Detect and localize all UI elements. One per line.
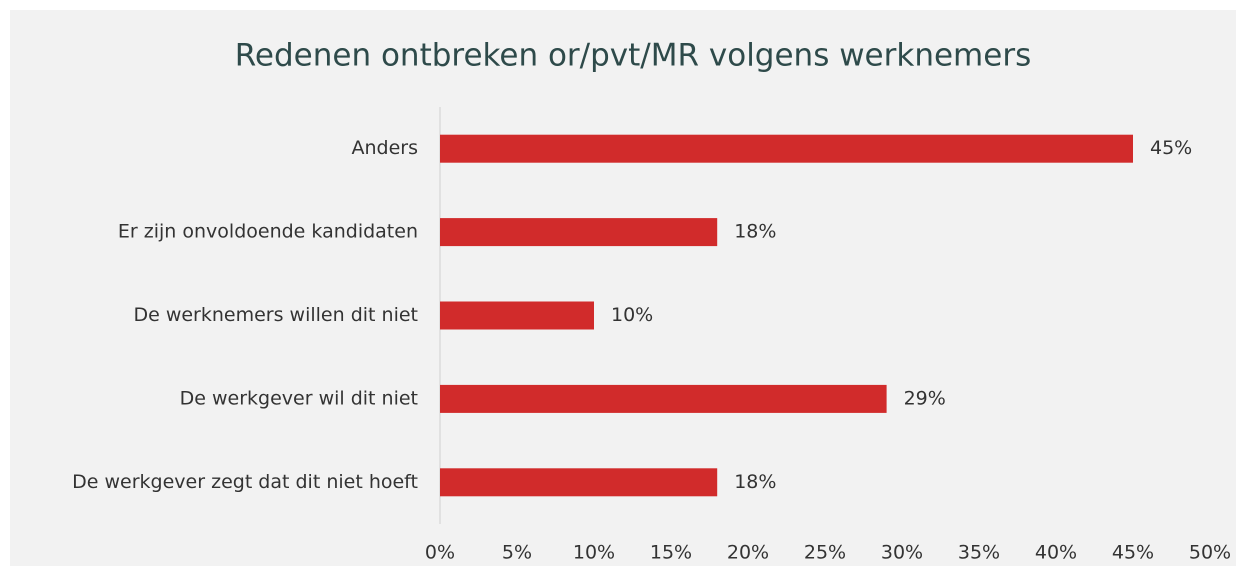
data-label: 18%	[734, 221, 776, 243]
bar	[440, 468, 718, 497]
data-label: 18%	[734, 471, 776, 493]
x-tick-label: 10%	[573, 542, 615, 564]
x-tick-label: 0%	[425, 542, 455, 564]
y-tick-label: De werkgever wil dit niet	[180, 387, 418, 409]
x-tick-label: 15%	[650, 542, 692, 564]
x-tick-label: 45%	[1112, 542, 1154, 564]
y-tick-label: De werkgever zegt dat dit niet hoeft	[72, 471, 418, 493]
bar	[440, 384, 887, 413]
x-tick-label: 50%	[1189, 542, 1231, 564]
x-tick-label: 30%	[881, 542, 923, 564]
x-tick-label: 20%	[727, 542, 769, 564]
y-tick-label: De werknemers willen dit niet	[133, 304, 418, 326]
x-tick-label: 5%	[502, 542, 532, 564]
x-tick-label: 40%	[1035, 542, 1077, 564]
y-tick-label: Anders	[352, 137, 419, 159]
x-tick-label: 35%	[958, 542, 1000, 564]
data-label: 29%	[904, 387, 946, 409]
bar	[440, 218, 718, 247]
chart-title: Redenen ontbreken or/pvt/MR volgens werk…	[235, 38, 1031, 74]
bar	[440, 134, 1133, 163]
data-label: 45%	[1150, 137, 1192, 159]
y-tick-label: Er zijn onvoldoende kandidaten	[118, 221, 418, 243]
x-tick-label: 25%	[804, 542, 846, 564]
data-label: 10%	[611, 304, 653, 326]
bar	[440, 301, 594, 330]
